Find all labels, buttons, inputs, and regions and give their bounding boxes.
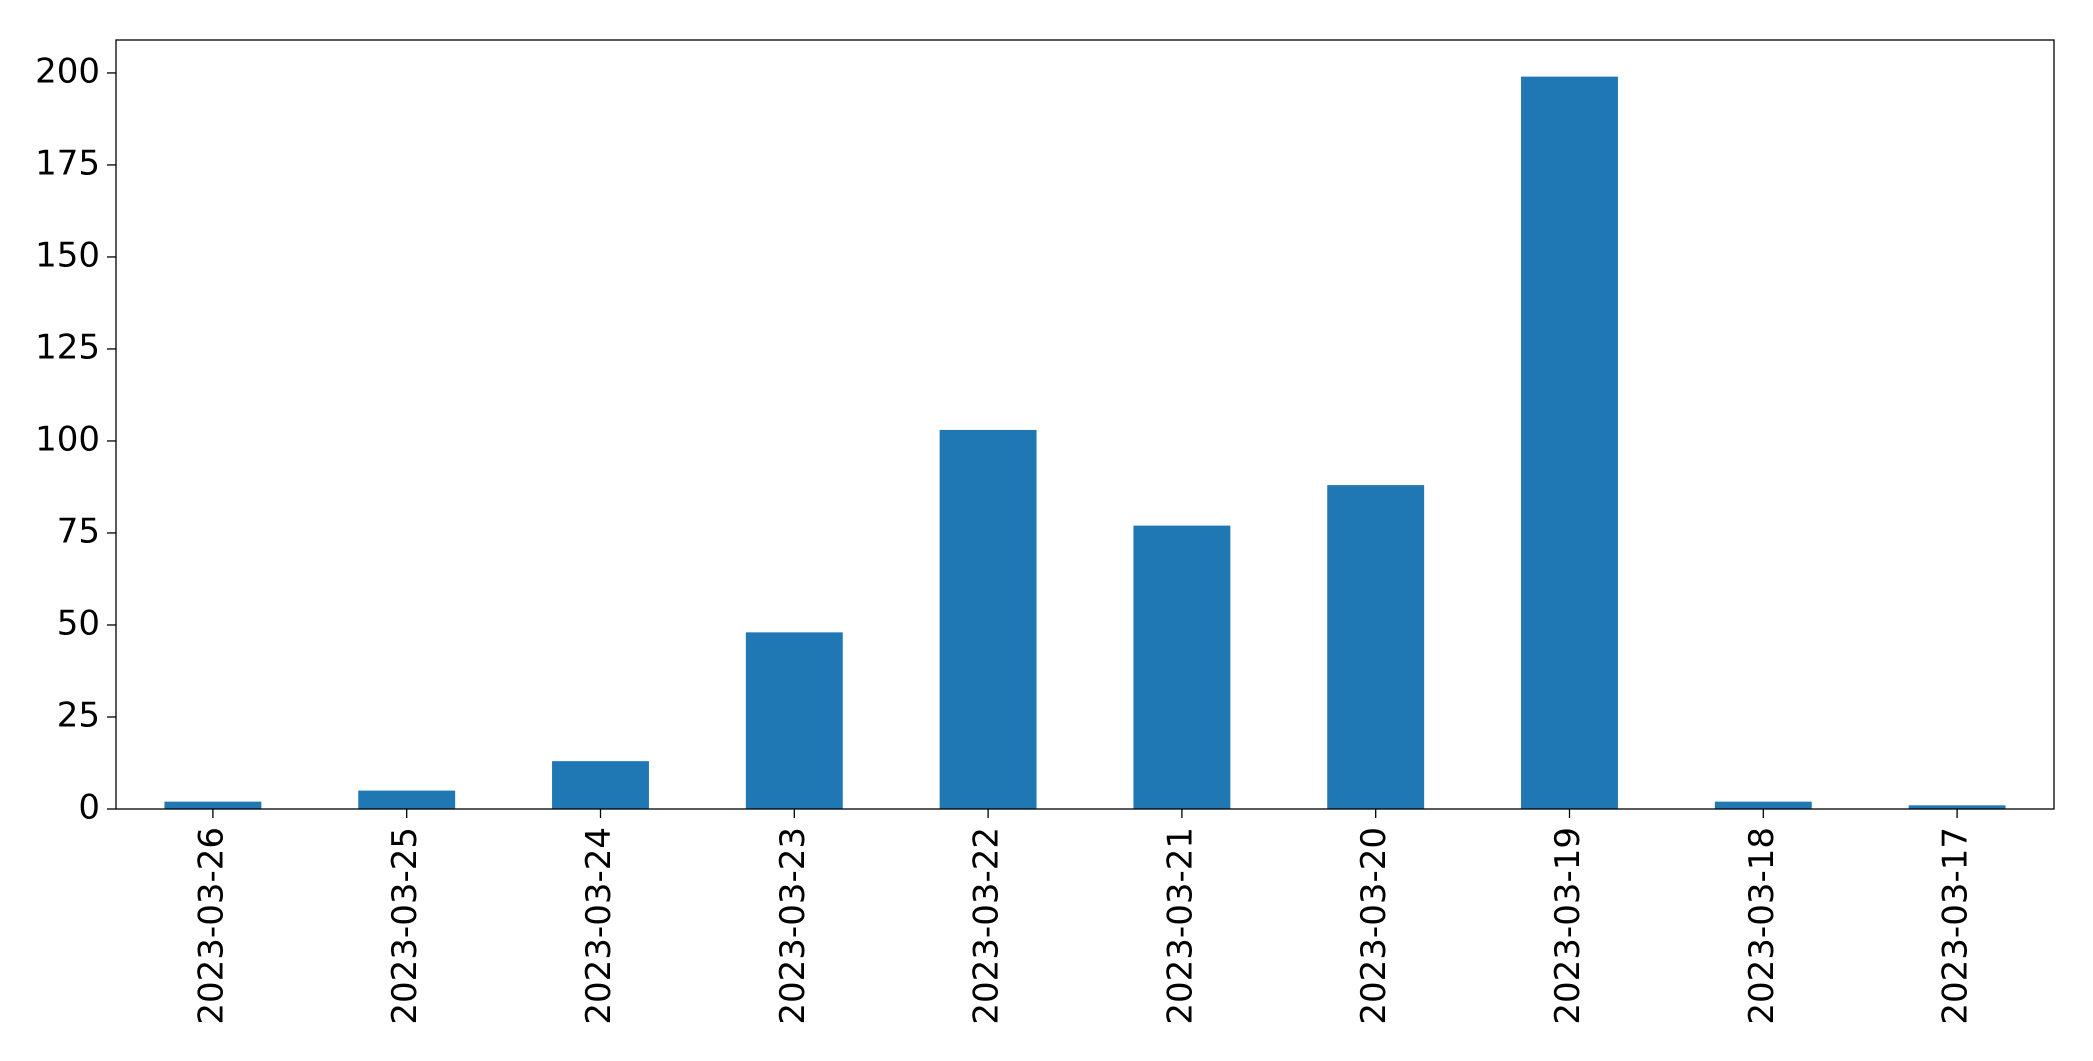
bar — [1327, 485, 1425, 809]
y-tick-label: 50 — [57, 603, 100, 643]
bar — [1133, 525, 1231, 809]
bar — [939, 429, 1037, 809]
y-tick-label: 75 — [57, 511, 100, 551]
y-tick-label: 0 — [78, 788, 100, 828]
bar — [745, 632, 843, 809]
y-tick-label: 175 — [35, 143, 100, 183]
x-tick-label: 2023-03-20 — [1354, 827, 1394, 1025]
bar — [552, 761, 649, 809]
y-tick-label: 150 — [35, 235, 100, 275]
x-tick-label: 2023-03-24 — [579, 827, 619, 1025]
x-tick-label: 2023-03-23 — [773, 827, 813, 1025]
y-tick-label: 125 — [35, 327, 100, 367]
x-tick-label: 2023-03-26 — [191, 827, 231, 1025]
y-tick-label: 200 — [35, 51, 100, 91]
bar — [1714, 801, 1812, 809]
y-tick-label: 100 — [35, 419, 100, 459]
x-tick-label: 2023-03-22 — [967, 827, 1007, 1025]
x-tick-label: 2023-03-18 — [1742, 827, 1782, 1025]
x-tick-label: 2023-03-19 — [1548, 827, 1588, 1025]
bar — [1521, 76, 1618, 810]
y-tick-label: 25 — [57, 695, 100, 735]
bar — [164, 801, 262, 809]
plot-frame — [115, 39, 2055, 810]
bar — [1908, 805, 2006, 809]
x-tick-label: 2023-03-17 — [1936, 827, 1976, 1025]
bar — [358, 790, 456, 809]
x-tick-label: 2023-03-21 — [1160, 827, 1200, 1025]
x-tick-label: 2023-03-25 — [385, 827, 425, 1025]
